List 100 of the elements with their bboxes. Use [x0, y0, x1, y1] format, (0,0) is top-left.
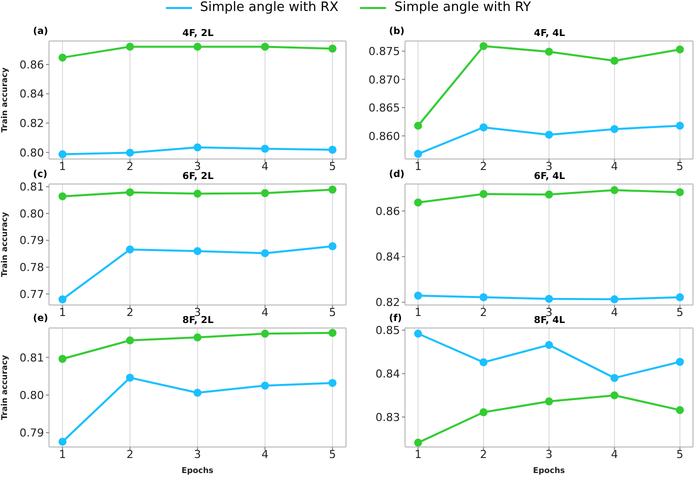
point — [676, 45, 684, 54]
point — [328, 186, 336, 194]
point — [328, 242, 336, 250]
chart-title: 6F, 4L — [532, 171, 566, 182]
point — [126, 148, 134, 157]
x-axis-title: Epochs — [182, 466, 214, 475]
point — [676, 358, 684, 366]
point — [126, 336, 134, 344]
x-tick-label: 2 — [126, 306, 134, 319]
point — [414, 438, 422, 447]
point — [545, 397, 553, 406]
legend-label: Simple angle with RY — [394, 0, 531, 15]
point — [610, 186, 618, 194]
point — [261, 42, 269, 51]
x-tick-label: 1 — [59, 448, 66, 461]
point — [414, 122, 422, 130]
y-tick-label: 0.865 — [368, 102, 400, 115]
x-tick-label: 5 — [329, 160, 336, 173]
y-tick-label: 0.84 — [376, 250, 400, 264]
x-tick-label: 4 — [610, 306, 618, 319]
point — [261, 144, 269, 153]
point — [480, 190, 488, 198]
point — [261, 249, 269, 258]
point — [194, 333, 202, 342]
text: (c) — [33, 169, 48, 180]
x-tick-label: 3 — [194, 160, 201, 173]
point — [480, 358, 488, 366]
y-tick-label: 0.84 — [20, 88, 44, 101]
point — [610, 56, 618, 65]
y-tick-label: 0.80 — [20, 146, 44, 160]
x-tick-label: 1 — [414, 160, 422, 173]
point — [414, 150, 422, 158]
point — [126, 188, 134, 196]
y-tick-label: 0.82 — [376, 296, 400, 310]
y-tick-label: 0.83 — [376, 410, 400, 424]
y-tick-label: 0.875 — [368, 45, 400, 58]
x-tick-label: 2 — [480, 160, 488, 173]
x-tick-label: 2 — [126, 160, 134, 173]
point — [545, 294, 553, 303]
text: (d) — [389, 169, 404, 180]
x-tick-label: 2 — [126, 448, 134, 461]
y-tick-label: 0.77 — [20, 288, 44, 301]
y-tick-label: 0.85 — [376, 324, 400, 338]
x-tick-label: 1 — [414, 448, 422, 461]
point — [194, 190, 202, 198]
point — [194, 388, 202, 397]
x-tick-label: 4 — [610, 160, 618, 173]
point — [610, 391, 618, 400]
x-tick-label: 4 — [262, 306, 268, 319]
point — [126, 42, 134, 51]
y-tick-label: 0.860 — [368, 130, 400, 143]
x-tick-label: 5 — [676, 160, 684, 173]
chart-title: 4F, 2L — [181, 28, 215, 39]
point — [126, 245, 134, 254]
point — [414, 330, 422, 338]
point — [610, 374, 618, 382]
legend-label: Simple angle with RX — [200, 0, 338, 15]
point — [328, 378, 336, 387]
point — [610, 295, 618, 304]
text: (e) — [33, 313, 48, 324]
x-tick-label: 2 — [480, 448, 488, 461]
point — [194, 247, 202, 256]
x-tick-label: 1 — [59, 306, 66, 319]
y-axis-title: Train accuracy — [0, 211, 9, 278]
y-axis-title: Train accuracy — [0, 66, 9, 133]
text: (b) — [389, 26, 404, 37]
point — [676, 122, 684, 130]
x-tick-label: 5 — [676, 448, 684, 461]
y-axis-title: Train accuracy — [0, 354, 9, 420]
point — [261, 382, 269, 390]
x-tick-label: 3 — [194, 448, 201, 461]
x-tick-label: 4 — [262, 448, 268, 461]
point — [676, 188, 684, 196]
point — [194, 143, 202, 152]
point — [545, 48, 553, 56]
y-tick-label: 0.79 — [20, 426, 44, 440]
point — [545, 190, 553, 198]
point — [58, 295, 66, 304]
point — [480, 123, 488, 132]
point — [414, 292, 422, 300]
point — [58, 192, 66, 200]
point — [480, 408, 488, 416]
x-tick-label: 1 — [59, 160, 66, 173]
chart-title: 4F, 4L — [532, 28, 566, 39]
x-tick-label: 5 — [676, 306, 684, 319]
y-tick-label: 0.84 — [376, 368, 400, 381]
point — [480, 42, 488, 50]
point — [328, 44, 336, 53]
y-tick-label: 0.80 — [20, 207, 44, 220]
text: (a) — [33, 26, 48, 37]
point — [58, 354, 66, 363]
y-tick-label: 0.82 — [20, 116, 44, 130]
point — [261, 189, 269, 198]
point — [194, 42, 202, 51]
x-axis-title: Epochs — [533, 466, 566, 475]
chart-title: 6F, 2L — [181, 171, 215, 182]
x-tick-label: 4 — [610, 448, 618, 461]
point — [328, 328, 336, 337]
point — [480, 293, 488, 302]
point — [414, 198, 422, 206]
